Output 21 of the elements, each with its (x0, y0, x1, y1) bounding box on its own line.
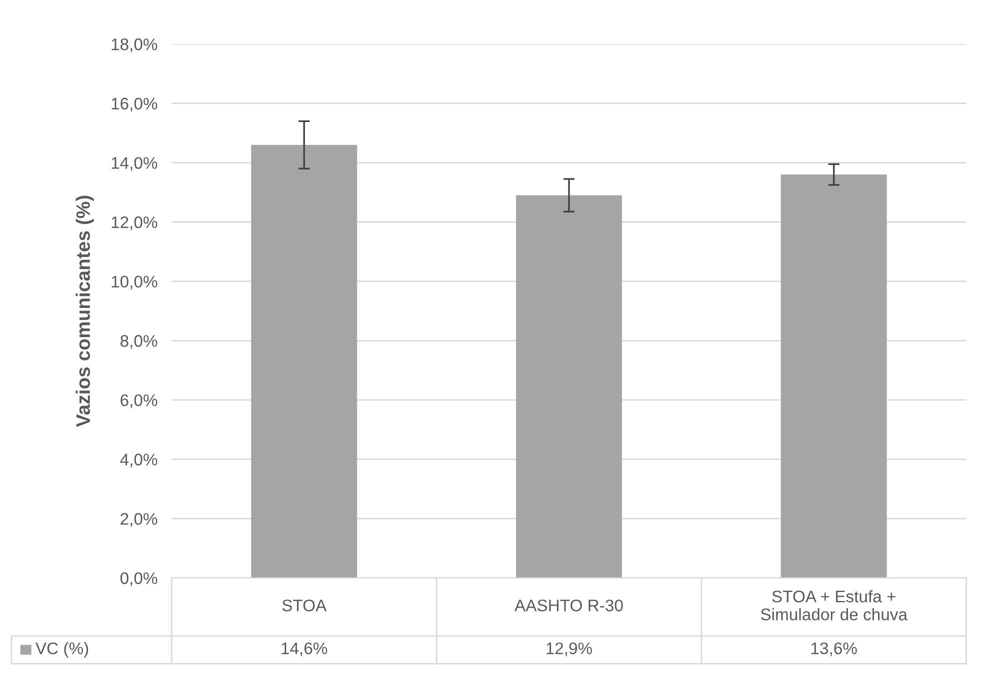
y-tick-label: 4,0% (120, 454, 158, 468)
y-tick-label: 6,0% (120, 394, 158, 408)
y-tick-label: 16,0% (112, 98, 158, 112)
y-tick-label: 8,0% (120, 335, 158, 349)
y-tick-label: 10,0% (112, 276, 158, 290)
y-tick-label: 2,0% (120, 513, 158, 527)
x-tick-label: AASHTO R-30 (514, 600, 623, 612)
y-tick-label: 18,0% (112, 38, 158, 52)
legend-label: VC (%) (35, 642, 88, 658)
y-tick-label: 0,0% (120, 572, 158, 586)
data-label: 12,9% (546, 642, 592, 656)
bar (516, 195, 622, 578)
bar (780, 174, 887, 578)
data-label: 14,6% (282, 642, 328, 656)
data-label: 13,6% (811, 642, 857, 656)
y-tick-label: 12,0% (112, 216, 158, 230)
x-tick-label: STOA (282, 600, 327, 612)
y-tick-label: 14,0% (112, 157, 158, 171)
y-axis-title: Vazios comunicantes (%) (76, 196, 94, 427)
bar (251, 144, 358, 578)
x-tick-label: STOA + Estufa + Simulador de chuva (760, 590, 908, 620)
